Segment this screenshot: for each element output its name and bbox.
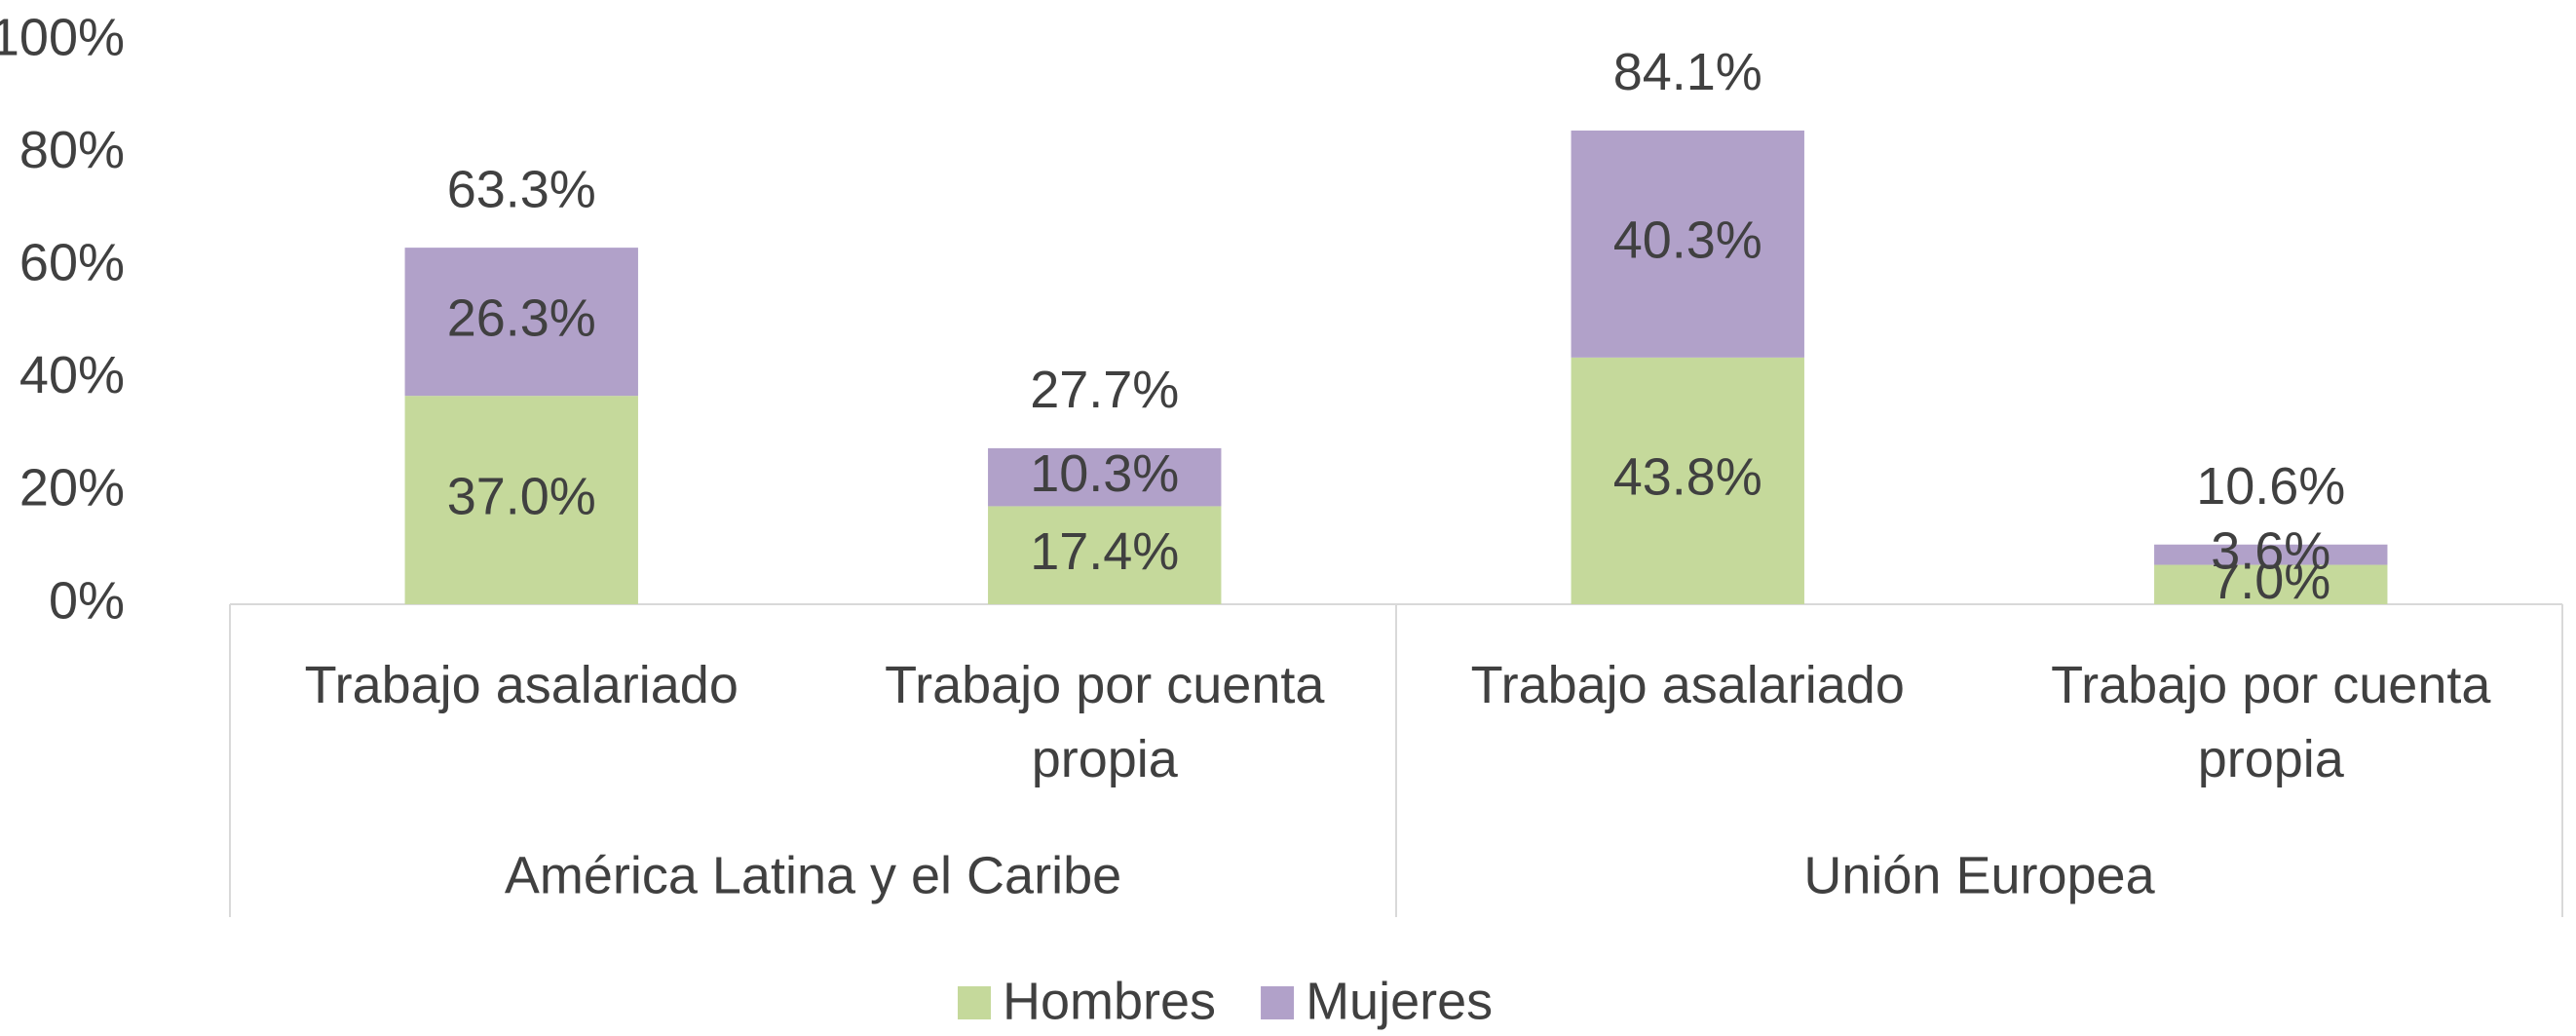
x-tick-label: Trabajo por cuenta propia [2051,656,2491,788]
bar-segment [404,248,638,397]
x-tick-label: Trabajo asalariado [1470,656,1905,714]
data-label: 43.8% [1613,448,1762,507]
legend-label: Mujeres [1306,972,1493,1030]
data-label: 17.4% [1030,522,1179,581]
bar-segment [1571,130,1804,358]
y-tick-label: 0% [49,571,125,630]
x-tick-label-box: Trabajo por cuenta propia [2051,656,2491,788]
x-tick-label-box: Trabajo asalariado [1470,656,1905,714]
data-label: 10.3% [1030,444,1179,503]
group-label: América Latina y el Caribe [505,846,1121,904]
legend-swatch [1261,986,1295,1019]
legend-swatch [958,986,991,1019]
y-tick-label: 60% [19,233,125,291]
bar-segment [1571,357,1804,604]
x-tick-label: Trabajo por cuenta propia [885,656,1325,788]
y-tick-label: 20% [19,459,125,518]
bar-segment [988,447,1222,507]
total-label: 10.6% [2196,457,2345,516]
group-label: Unión Europea [1803,846,2155,904]
x-tick-label-box: Trabajo asalariado [304,656,739,714]
total-label: 63.3% [447,160,596,218]
y-tick-label: 100% [0,8,125,66]
x-tick-label: Trabajo asalariado [304,656,739,714]
data-label: 3.6% [2211,521,2330,580]
bar-segment [2154,564,2388,604]
bar-segment [2154,544,2388,565]
data-label: 40.3% [1613,211,1762,270]
y-tick-label: 40% [19,346,125,404]
bar-segment [404,396,638,604]
legend-label: Hombres [1003,972,1216,1030]
y-tick-label: 80% [19,121,125,179]
bar-segment [988,506,1222,604]
total-label: 27.7% [1030,361,1179,419]
x-tick-label-box: Trabajo por cuenta propia [885,656,1325,788]
data-label: 37.0% [447,467,596,525]
data-label: 26.3% [447,288,596,347]
total-label: 84.1% [1613,43,1762,101]
